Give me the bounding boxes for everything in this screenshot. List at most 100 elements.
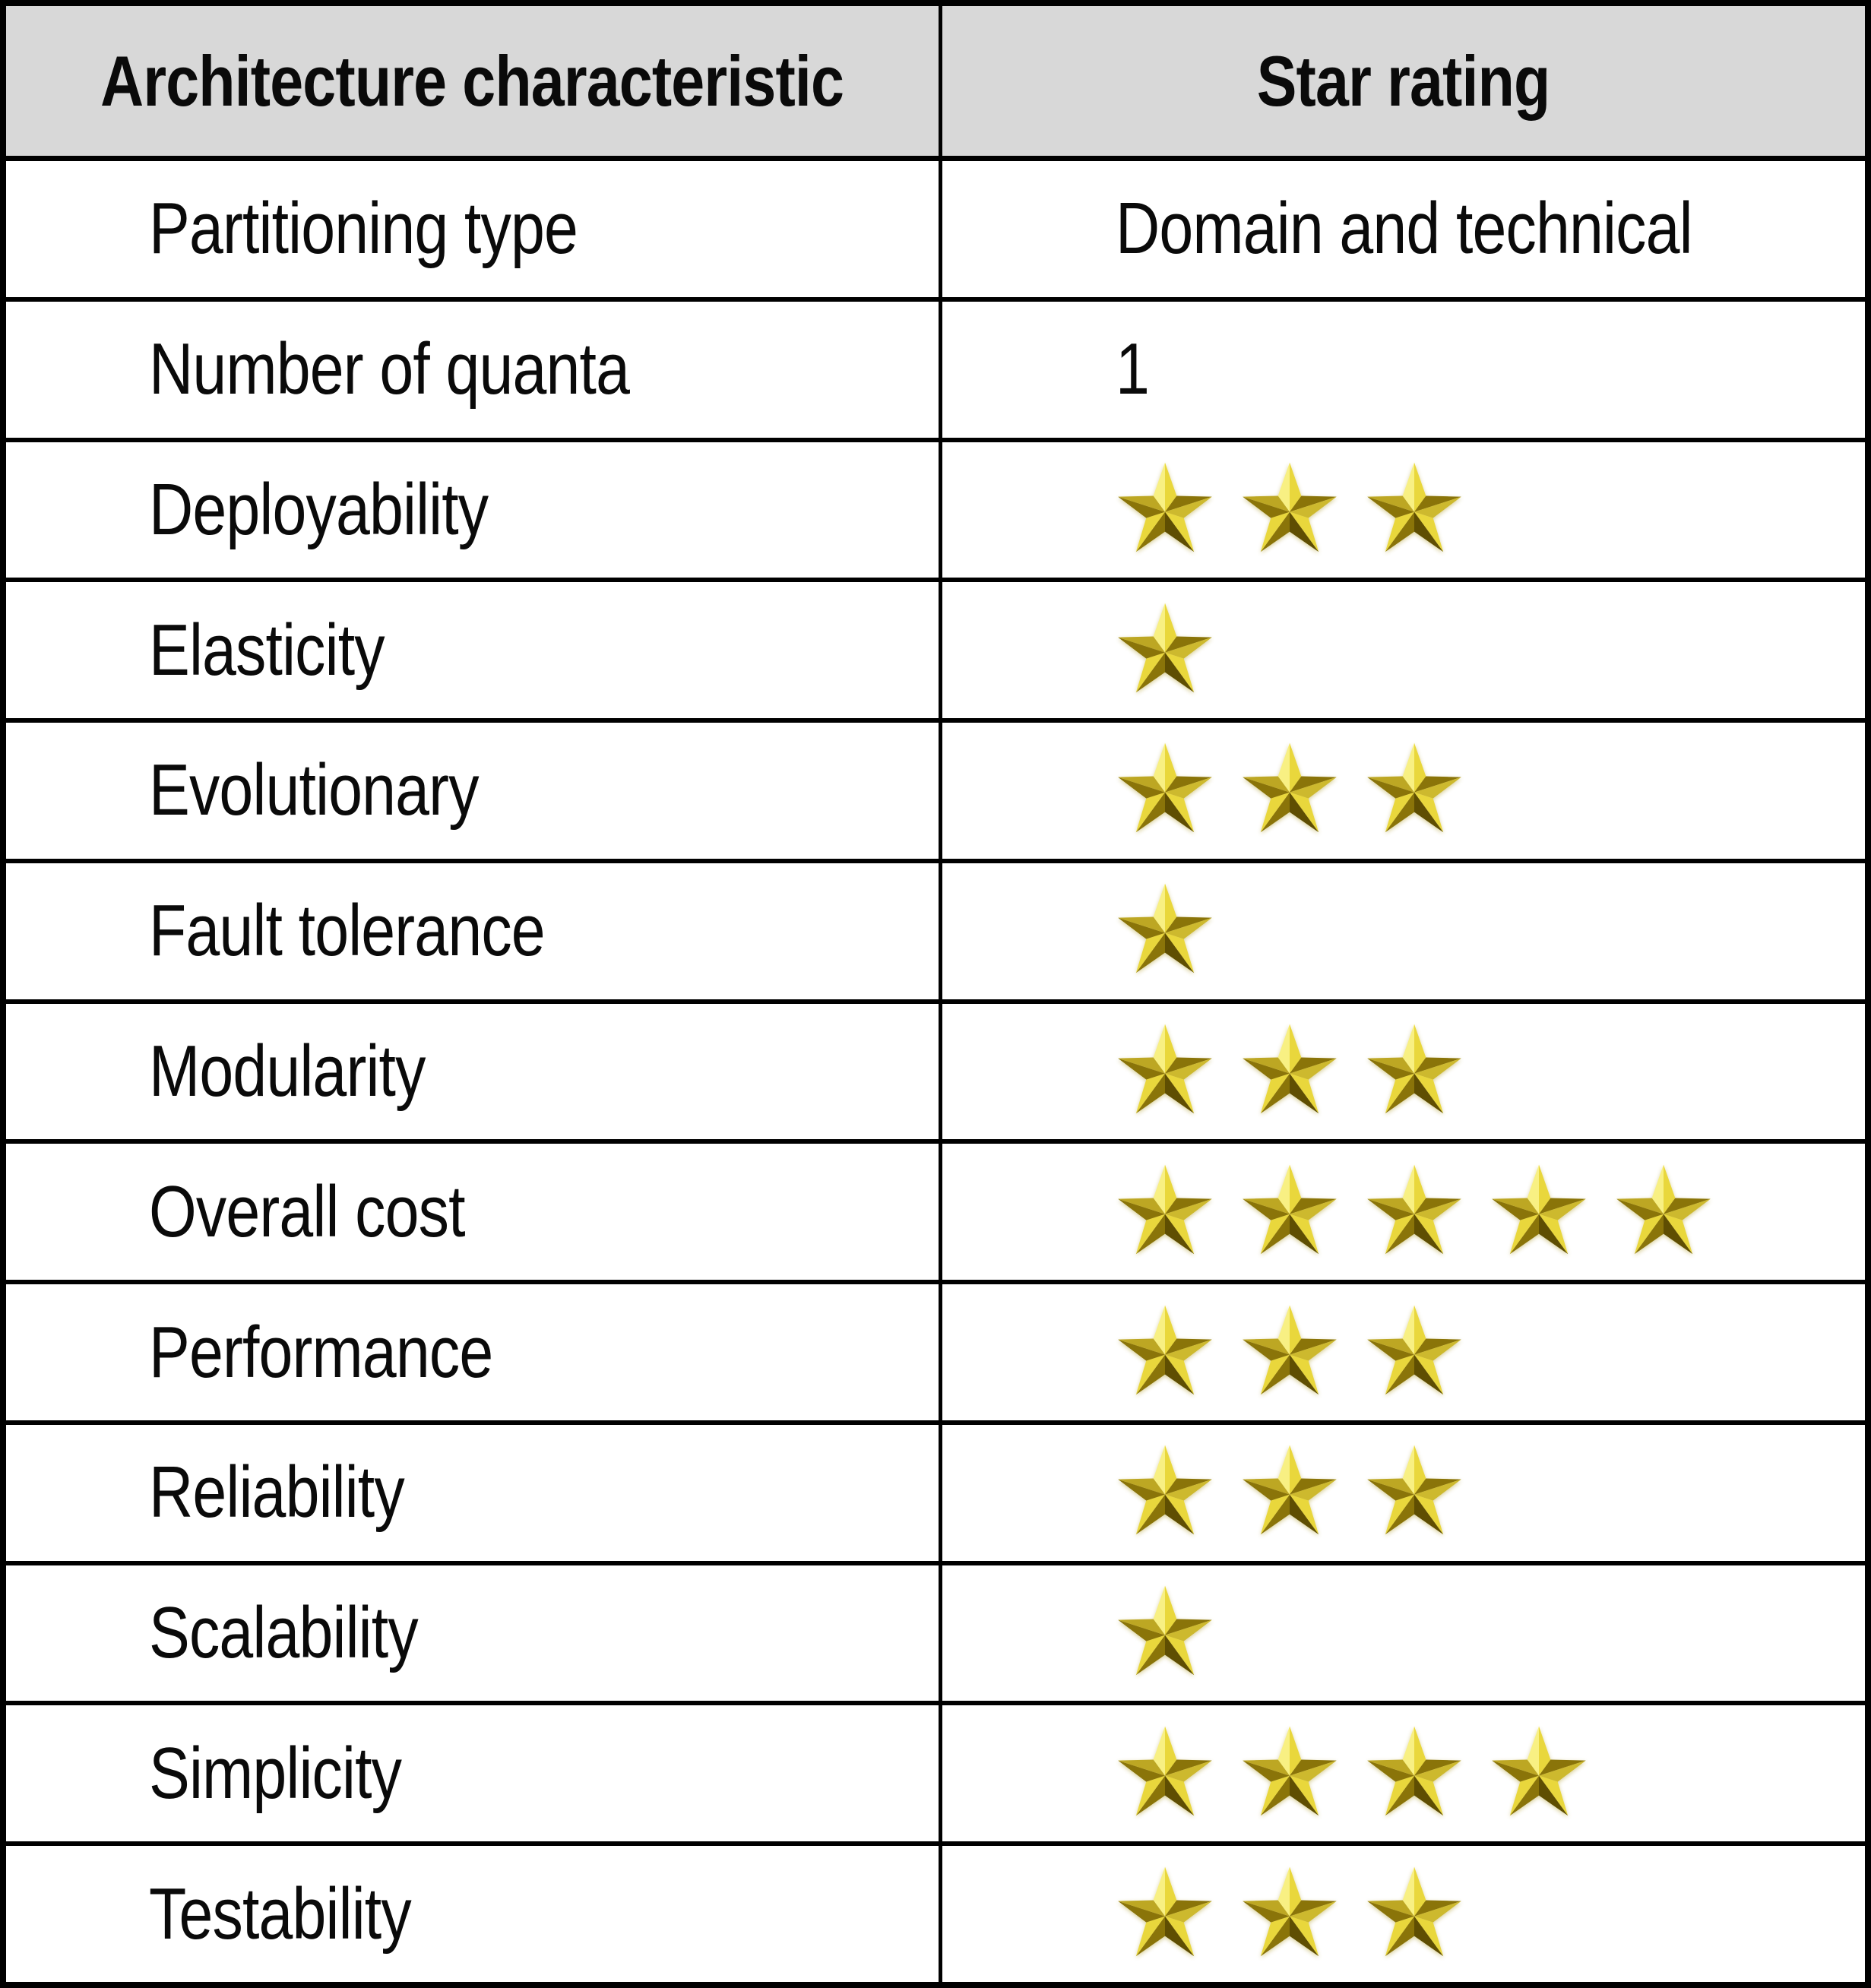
characteristic-cell: Partitioning type [6,161,942,297]
star-icon [1240,1303,1339,1402]
rating-cell [942,863,1865,999]
table-row: Overall cost [6,1144,1865,1285]
star-icon [1116,1163,1214,1261]
star-icon [1116,1865,1214,1964]
table-row: Performance [6,1284,1865,1425]
star-icon [1240,741,1339,840]
characteristic-cell: Overall cost [6,1144,942,1280]
characteristic-label: Number of quanta [149,328,630,410]
characteristic-label: Elasticity [149,609,385,691]
star-icon [1116,1443,1214,1542]
star-icon [1240,1163,1339,1261]
star-icon [1240,1443,1339,1542]
rating-cell [942,1425,1865,1561]
star-icon [1365,1022,1464,1121]
star-rating [1116,1724,1588,1823]
star-icon [1116,1724,1214,1823]
rating-text: 1 [1116,328,1150,410]
rating-cell [942,723,1865,859]
characteristic-label: Scalability [149,1592,419,1674]
header-architecture-characteristic: Architecture characteristic [6,6,942,156]
rating-cell [942,582,1865,718]
star-rating [1116,461,1464,559]
table-row: Modularity [6,1003,1865,1144]
star-rating [1116,1303,1464,1402]
characteristic-label: Testability [149,1872,412,1955]
characteristic-label: Deployability [149,468,489,550]
header-star-rating: Star rating [942,6,1865,156]
star-icon [1116,882,1214,980]
characteristic-label: Simplicity [149,1732,402,1814]
star-icon [1116,1303,1214,1402]
table-row: Fault tolerance [6,863,1865,1004]
characteristic-label: Reliability [149,1451,405,1534]
characteristic-cell: Deployability [6,442,942,578]
characteristic-label: Performance [149,1311,493,1393]
table-row: Reliability [6,1424,1865,1565]
table-row: Elasticity [6,582,1865,723]
table-row: Simplicity [6,1705,1865,1847]
characteristic-label: Overall cost [149,1170,465,1252]
star-icon [1116,601,1214,700]
star-rating [1116,1584,1214,1683]
star-icon [1240,1022,1339,1121]
rating-cell: Domain and technical [942,161,1865,297]
star-icon [1490,1724,1588,1823]
table-row: Deployability [6,442,1865,583]
characteristic-cell: Simplicity [6,1705,942,1842]
rating-cell [942,1565,1865,1702]
star-rating [1116,1443,1464,1542]
star-rating [1116,882,1214,980]
rating-cell [942,1846,1865,1982]
star-icon [1365,461,1464,559]
star-icon [1365,1163,1464,1261]
table-row: Number of quanta 1 [6,301,1865,442]
characteristic-cell: Number of quanta [6,301,942,438]
table-row: Partitioning type Domain and technical [6,161,1865,302]
star-rating [1116,1865,1464,1964]
star-icon [1240,1724,1339,1823]
header-row: Architecture characteristic Star rating [6,6,1865,161]
star-icon [1240,1865,1339,1964]
characteristic-label: Evolutionary [149,749,480,831]
rating-cell [942,1004,1865,1140]
star-icon [1365,741,1464,840]
rating-cell [942,1144,1865,1280]
characteristic-cell: Evolutionary [6,723,942,859]
characteristic-cell: Performance [6,1284,942,1420]
rating-cell [942,442,1865,578]
star-rating [1116,741,1464,840]
star-rating [1116,1022,1464,1121]
rating-cell [942,1705,1865,1841]
table-row: Scalability [6,1565,1865,1706]
characteristic-cell: Reliability [6,1424,942,1561]
characteristic-cell: Elasticity [6,582,942,719]
star-icon [1116,1022,1214,1121]
star-rating [1116,601,1214,700]
star-icon [1240,461,1339,559]
header-architecture-characteristic-label: Architecture characteristic [100,40,845,121]
star-icon [1116,461,1214,559]
star-icon [1365,1303,1464,1402]
star-icon [1614,1163,1713,1261]
star-rating [1116,1163,1713,1261]
star-icon [1365,1865,1464,1964]
star-icon [1490,1163,1588,1261]
star-icon [1365,1443,1464,1542]
rating-cell [942,1284,1865,1420]
table-row: Testability [6,1846,1865,1982]
star-icon [1116,1584,1214,1683]
characteristic-cell: Modularity [6,1003,942,1140]
characteristic-cell: Fault tolerance [6,863,942,999]
characteristic-cell: Scalability [6,1565,942,1702]
rating-cell: 1 [942,302,1865,438]
header-star-rating-label: Star rating [1257,40,1550,121]
table-row: Evolutionary [6,723,1865,863]
star-icon [1116,741,1214,840]
characteristic-label: Partitioning type [149,188,578,270]
characteristic-label: Modularity [149,1030,426,1112]
characteristic-label: Fault tolerance [149,890,546,972]
star-icon [1365,1724,1464,1823]
